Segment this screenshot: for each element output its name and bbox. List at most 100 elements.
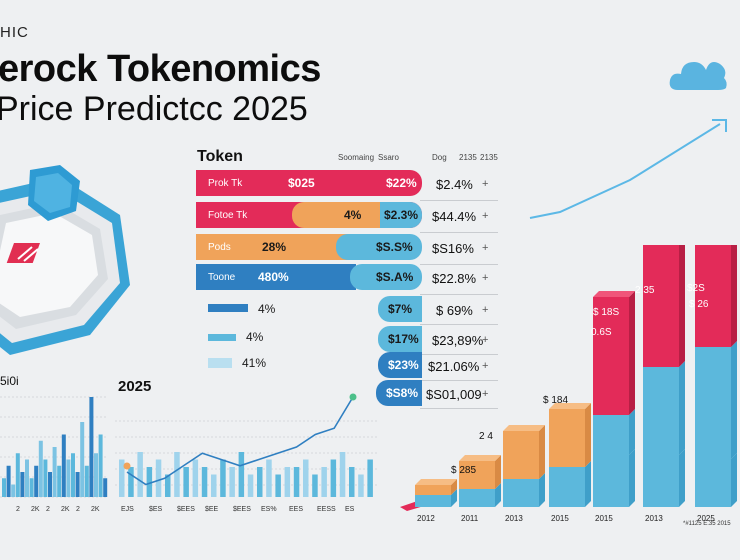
bar-side: [629, 449, 635, 507]
bar: [321, 467, 327, 497]
x-tick-label: 2015: [595, 514, 613, 523]
line-start-point: [123, 462, 131, 470]
table-cell: 480%: [258, 270, 289, 284]
bar: [20, 472, 25, 497]
bar: [257, 467, 263, 497]
divider: [420, 380, 498, 381]
bar-segment: [503, 431, 539, 479]
x-tick-label: $ES: [149, 506, 163, 513]
bar: [128, 467, 134, 497]
bar-segment: [695, 347, 731, 459]
bar-segment: [695, 459, 731, 507]
row-plus: +: [482, 304, 489, 316]
row-plus: +: [482, 210, 489, 222]
bar-top: [503, 425, 545, 431]
table-cell: $22.8%: [432, 271, 477, 286]
row-label: Fotoe Tk: [208, 210, 248, 221]
table-header: Dog: [432, 153, 447, 162]
bar-side: [629, 409, 635, 455]
mini-bar: [208, 304, 248, 312]
data-label: $ 184: [543, 395, 568, 406]
bar-side: [451, 479, 457, 495]
bar: [303, 459, 309, 497]
bar: [183, 467, 189, 497]
table-cell: $S16%: [432, 241, 474, 256]
bar: [43, 459, 48, 497]
x-tick-label: 2025: [697, 514, 715, 523]
mini-bar: [208, 358, 232, 368]
page-title: erock Tokenomics: [0, 48, 321, 90]
bar-side: [679, 245, 685, 367]
table-cell: 28%: [262, 240, 287, 254]
table-cell: $17%: [388, 332, 419, 346]
bar-side: [585, 403, 591, 467]
bar: [312, 474, 318, 497]
bar-segment: [593, 415, 629, 455]
bar-segment: [643, 455, 679, 507]
bar: [103, 478, 108, 497]
bar: [119, 459, 125, 497]
line-end-point: [349, 393, 357, 401]
chart-note: *#1125 E.35 2015: [683, 521, 731, 527]
x-tick-label: 2013: [505, 514, 523, 523]
data-label: $ 285: [451, 465, 476, 476]
bar: [220, 459, 226, 497]
page-subtitle: Price Predictcc 2025: [0, 90, 308, 128]
bar: [75, 472, 80, 497]
table-cell: $21.06%: [428, 359, 480, 374]
bar: [146, 467, 153, 497]
bar: [25, 459, 29, 497]
table-header: Ssaro: [378, 153, 399, 162]
x-tick-label: $EES: [233, 506, 251, 513]
row-plus: +: [482, 388, 489, 400]
table-header: 2135: [459, 153, 477, 162]
row-plus: +: [482, 178, 489, 190]
bar: [84, 465, 89, 497]
bar: [48, 472, 52, 497]
x-tick-label: EES: [289, 506, 303, 513]
bar: [71, 453, 75, 497]
table-row: [196, 264, 356, 290]
bar: [330, 459, 337, 497]
table-cell: $7%: [388, 302, 413, 316]
table-cell: 4%: [246, 330, 264, 344]
bar: [339, 452, 346, 497]
data-label: 0.6S: [591, 327, 612, 338]
bar: [137, 452, 143, 497]
divider: [420, 324, 498, 325]
bar-top: [593, 291, 635, 297]
table-cell: 41%: [242, 356, 267, 370]
bar-segment: [695, 245, 731, 347]
data-label: $ 18S: [593, 307, 619, 318]
bar: [98, 434, 103, 497]
bar: [293, 467, 300, 497]
table-row: [196, 234, 356, 260]
bar: [57, 465, 62, 497]
divider: [420, 200, 498, 201]
bar-segment: [643, 367, 679, 455]
chart-label: 5i0i: [0, 374, 19, 388]
bar-side: [679, 361, 685, 455]
x-tick-label: $EES: [177, 506, 195, 513]
bar: [229, 467, 235, 497]
table-cell: $2.3%: [384, 208, 419, 222]
bar: [2, 478, 6, 497]
table-row-segment: [378, 326, 422, 352]
table-cell: $2.4%: [436, 177, 473, 192]
eyebrow-text: HIC: [0, 24, 29, 41]
table-title: Token: [197, 148, 243, 165]
token-ring-icon: [0, 165, 130, 355]
x-tick-label: 2013: [645, 514, 663, 523]
bar-top: [415, 479, 457, 485]
table-cell: $ 69%: [436, 303, 473, 318]
x-tick-label: 2K: [91, 506, 100, 513]
bar: [238, 452, 245, 497]
row-plus: +: [482, 334, 489, 346]
trend-line: [126, 396, 354, 486]
bar-side: [495, 455, 501, 489]
bar-side: [679, 449, 685, 507]
bar: [80, 422, 85, 497]
bar: [89, 397, 94, 497]
bar: [349, 467, 355, 497]
bar: [247, 474, 254, 497]
